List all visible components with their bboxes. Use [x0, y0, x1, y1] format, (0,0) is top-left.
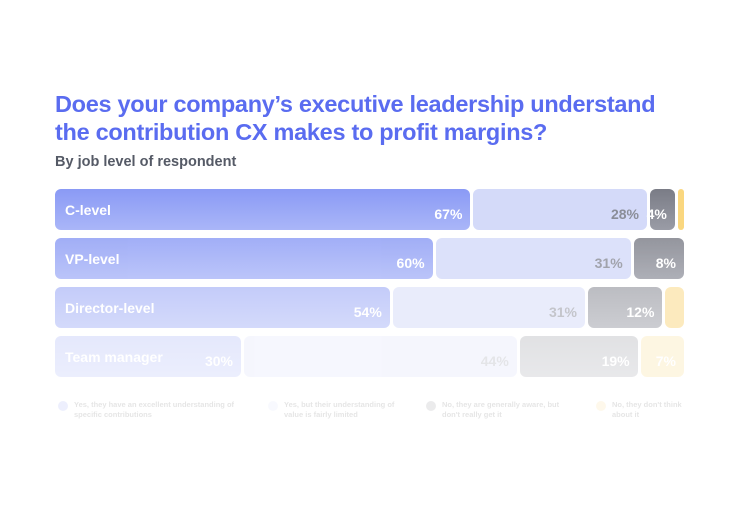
data-label: 31%	[548, 304, 577, 320]
data-label: 44%	[480, 353, 509, 369]
legend-swatch	[58, 401, 68, 411]
bar-segment: 12%	[588, 287, 663, 328]
legend-item: Yes, but their understanding of value is…	[268, 400, 402, 420]
bar-rows: C-level 67% 28% 4% VP-level 60% 31% 8% Director-…	[55, 189, 684, 385]
data-label: 12%	[626, 304, 655, 320]
data-label: 60%	[396, 255, 425, 271]
bar-row: Team manager 30% 44% 19% 7%	[55, 336, 684, 377]
chart-title: Does your company’s executive leadership…	[55, 91, 656, 145]
legend-swatch	[596, 401, 606, 411]
data-label: 4%	[646, 206, 667, 222]
data-label: 28%	[610, 206, 639, 222]
bar-segment: 7%	[640, 336, 684, 377]
category-label: Director-level	[65, 300, 155, 316]
bar-segment: 8%	[633, 238, 684, 279]
legend-label: Yes, but their understanding of value is…	[284, 400, 395, 419]
data-label: 31%	[594, 255, 623, 271]
bar-segment: Team manager 30%	[55, 336, 241, 377]
bar-segment: 4%	[646, 189, 675, 230]
bar-row: Director-level 54% 31% 12%	[55, 287, 684, 328]
chart-subtitle: By job level of respondent	[55, 154, 237, 170]
legend-item: Yes, they have an excellent understandin…	[58, 400, 244, 420]
bar-segment	[665, 287, 684, 328]
legend-label: No, they don't think about it	[612, 400, 682, 419]
bar-segment: Director-level 54%	[55, 287, 390, 328]
bar-segment	[677, 189, 684, 230]
data-label: 19%	[601, 353, 630, 369]
legend-swatch	[268, 401, 278, 411]
data-label: 54%	[353, 304, 382, 320]
bar-segment: 31%	[435, 238, 631, 279]
bar-segment: VP-level 60%	[55, 238, 433, 279]
bar-row: C-level 67% 28% 4%	[55, 189, 684, 230]
bar-segment: 19%	[519, 336, 638, 377]
legend-label: No, they are generally aware, but don't …	[442, 400, 560, 419]
category-label: Team manager	[65, 349, 163, 365]
bar-segment: 44%	[244, 336, 517, 377]
data-label: 67%	[434, 206, 463, 222]
bar-segment: 28%	[473, 189, 647, 230]
legend-label: Yes, they have an excellent understandin…	[74, 400, 235, 419]
data-label: 8%	[655, 255, 676, 271]
bar-segment: C-level 67%	[55, 189, 471, 230]
category-label: C-level	[65, 202, 111, 218]
category-label: VP-level	[65, 251, 120, 267]
legend-swatch	[426, 401, 436, 411]
legend-item: No, they don't think about it	[596, 400, 692, 420]
legend-item: No, they are generally aware, but don't …	[426, 400, 572, 420]
legend: Yes, they have an excellent understandin…	[58, 400, 716, 420]
data-label: 30%	[204, 353, 233, 369]
data-label: 7%	[655, 353, 676, 369]
bar-segment: 31%	[392, 287, 585, 328]
bar-row: VP-level 60% 31% 8%	[55, 238, 684, 279]
